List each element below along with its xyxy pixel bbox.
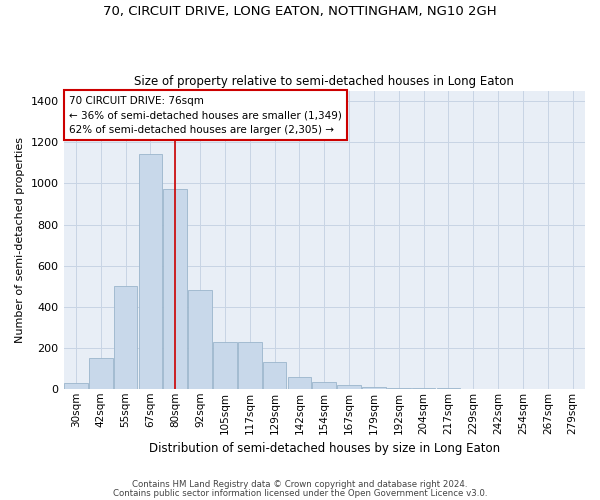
Bar bbox=[313, 382, 336, 389]
Bar bbox=[114, 286, 137, 389]
Bar bbox=[64, 382, 88, 389]
Bar bbox=[188, 290, 212, 389]
Bar bbox=[263, 362, 286, 389]
Title: Size of property relative to semi-detached houses in Long Eaton: Size of property relative to semi-detach… bbox=[134, 76, 514, 88]
Bar bbox=[139, 154, 162, 389]
Bar bbox=[412, 388, 436, 389]
Bar bbox=[362, 387, 386, 389]
Bar bbox=[89, 358, 113, 389]
Text: Contains HM Land Registry data © Crown copyright and database right 2024.: Contains HM Land Registry data © Crown c… bbox=[132, 480, 468, 489]
Bar bbox=[213, 342, 237, 389]
Text: 70 CIRCUIT DRIVE: 76sqm
← 36% of semi-detached houses are smaller (1,349)
62% of: 70 CIRCUIT DRIVE: 76sqm ← 36% of semi-de… bbox=[69, 96, 341, 135]
Text: Contains public sector information licensed under the Open Government Licence v3: Contains public sector information licen… bbox=[113, 489, 487, 498]
Text: 70, CIRCUIT DRIVE, LONG EATON, NOTTINGHAM, NG10 2GH: 70, CIRCUIT DRIVE, LONG EATON, NOTTINGHA… bbox=[103, 5, 497, 18]
Bar bbox=[163, 188, 187, 389]
Bar bbox=[337, 384, 361, 389]
Bar bbox=[387, 388, 410, 389]
X-axis label: Distribution of semi-detached houses by size in Long Eaton: Distribution of semi-detached houses by … bbox=[149, 442, 500, 455]
Y-axis label: Number of semi-detached properties: Number of semi-detached properties bbox=[15, 137, 25, 343]
Bar bbox=[287, 378, 311, 389]
Bar bbox=[238, 342, 262, 389]
